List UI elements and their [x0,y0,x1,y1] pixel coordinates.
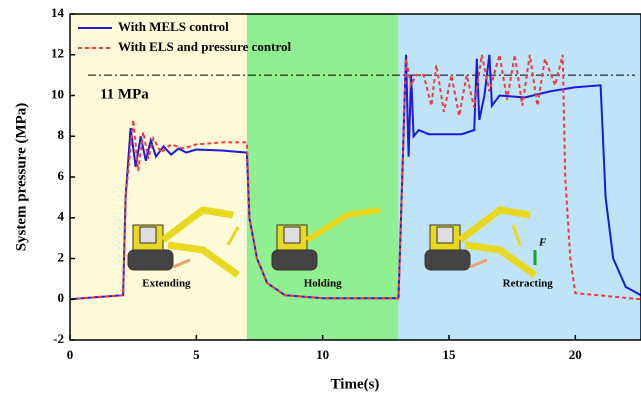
region [246,14,399,340]
region [398,14,641,340]
excavator-icon [424,206,538,278]
y-tick-label: 6 [58,168,65,183]
y-tick-label: 0 [58,290,65,305]
y-tick-label: 8 [58,127,65,142]
y-tick-label: 2 [58,249,65,264]
y-tick-label: 14 [51,5,65,20]
y-tick-label: 4 [58,209,65,224]
x-tick-label: 0 [67,347,74,362]
x-axis-title: Time(s) [331,376,380,392]
plot: Extending Holding Retracting 11 MPa With MEL… [69,19,641,301]
x-tick-label: 10 [316,347,329,362]
series-line [69,54,641,301]
region-label: Extending [142,278,191,290]
x-tick-label: 5 [193,347,200,362]
y-tick-label: 12 [51,46,64,61]
regions [70,14,641,340]
region-label: Retracting [503,278,554,290]
excavator-icon [271,207,381,271]
y-axis-title: System pressure (MPa) [13,103,29,252]
x-tick-label: 20 [569,347,582,362]
y-tick-label: -2 [53,331,64,346]
region-label: Holding [304,278,342,290]
force-label: F [538,237,547,249]
legend-label: With ELS and pressure control [118,39,292,54]
icons [127,206,538,278]
legend-label: With MELS control [118,19,229,34]
region [70,14,247,340]
excavator-icon [127,206,241,278]
reference-label: 11 MPa [100,87,149,103]
y-tick-label: 10 [51,86,64,101]
x-tick-label: 15 [442,347,456,362]
